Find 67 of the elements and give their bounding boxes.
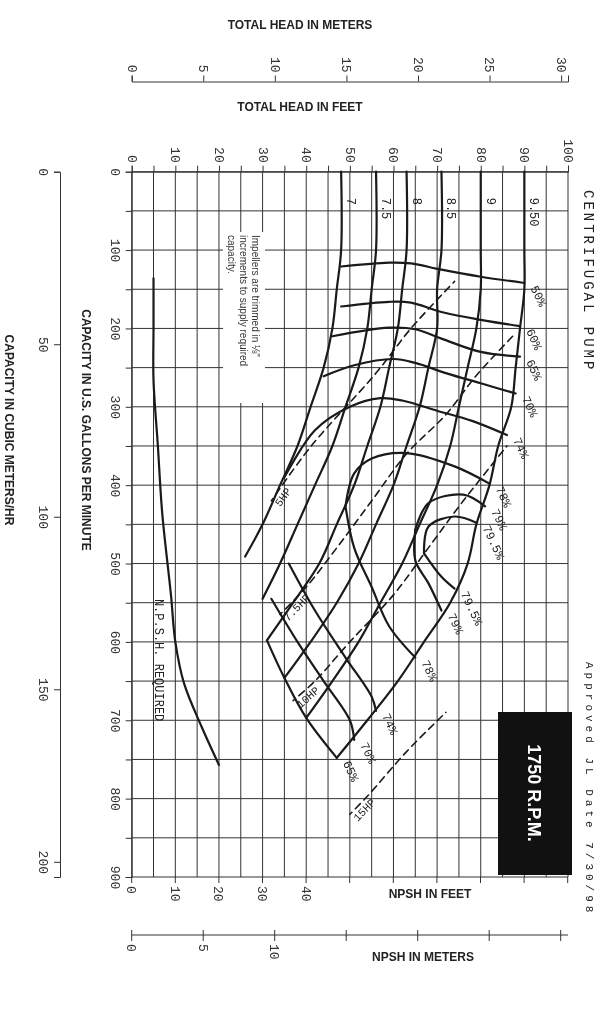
text: 10 xyxy=(266,944,282,960)
text: 40 xyxy=(297,886,313,902)
text: 1750 R.P.M. xyxy=(524,744,544,842)
x-tick-label: 80 xyxy=(472,147,488,163)
text: 79% xyxy=(443,611,466,638)
x2-axis-title: TOTAL HEAD IN METERS xyxy=(227,18,373,33)
x-tick-label: 90 xyxy=(516,147,532,163)
y-tick-label: 200 xyxy=(107,317,123,341)
text: 7 xyxy=(343,197,358,205)
text: 9.50 xyxy=(526,197,541,227)
x-tick-label: 0 xyxy=(123,154,139,163)
text: 70% xyxy=(518,394,541,421)
x-axis-title: TOTAL HEAD IN FEET xyxy=(237,100,364,115)
x-tick-label: 70 xyxy=(429,147,445,163)
x-tick-label: 20 xyxy=(210,147,226,163)
y-tick-label: 900 xyxy=(107,865,123,890)
text: 50% xyxy=(526,283,549,310)
y-tick-label: 600 xyxy=(107,630,123,655)
y2-tick-label: 50 xyxy=(35,336,51,353)
text: Approved JL Date 7/30/98 xyxy=(583,662,595,917)
x-tick-label: 50 xyxy=(341,147,357,163)
x2-tick-label: 30 xyxy=(553,56,569,73)
x2-tick-label: 25 xyxy=(481,56,497,73)
y-tick-label: 700 xyxy=(107,709,123,733)
text: 78% xyxy=(417,658,440,685)
text: 5HP xyxy=(272,485,295,510)
text: 8.5 xyxy=(443,197,458,220)
text: NPSH IN METERS xyxy=(371,950,475,965)
x2-tick-label: 10 xyxy=(266,56,282,73)
annotation: Impellers are trimmed in ⅛" increments to supply required capacity. xyxy=(226,235,261,367)
y2-tick-label: 100 xyxy=(35,505,51,529)
text: 65% xyxy=(522,357,545,384)
x-tick-label: 100 xyxy=(559,139,575,163)
y2-tick-label: 0 xyxy=(35,168,51,177)
text: 30 xyxy=(253,886,269,902)
text: N.P.S.H. REQUIRED xyxy=(150,598,165,722)
text: 20 xyxy=(210,886,226,902)
x-tick-label: 60 xyxy=(385,147,401,163)
x2-tick-label: 5 xyxy=(195,64,211,73)
text: 7.5 xyxy=(378,197,393,220)
text: 5 xyxy=(194,944,210,952)
text: NPSH IN FEET xyxy=(388,887,472,902)
text: CENTRIFUGAL PUMP xyxy=(580,190,596,373)
text: 10 xyxy=(166,886,182,902)
y-axis-title: CAPACITY IN U.S. GALLONS PER MINUTE xyxy=(78,309,93,551)
y2-axis-title: CAPACITY IN CUBIC METERS/HR xyxy=(1,334,16,526)
x2-tick-label: 20 xyxy=(409,56,425,73)
y-tick-label: 300 xyxy=(107,395,123,419)
x2-tick-label: 15 xyxy=(338,56,354,73)
text: 8 xyxy=(408,197,423,205)
x2-tick-label: 0 xyxy=(123,64,139,73)
text: 0 xyxy=(123,886,139,894)
y-tick-label: 500 xyxy=(107,552,123,576)
y-tick-label: 100 xyxy=(107,238,123,263)
text: 0 xyxy=(123,944,139,952)
y-tick-label: 400 xyxy=(107,473,123,498)
x-tick-label: 40 xyxy=(298,147,314,163)
y-tick-label: 0 xyxy=(107,168,123,177)
text: 74% xyxy=(378,711,401,738)
text: 74% xyxy=(509,435,532,463)
x-tick-label: 10 xyxy=(167,147,183,163)
x-tick-label: 30 xyxy=(254,147,270,163)
y2-tick-label: 200 xyxy=(35,850,51,875)
text: 60% xyxy=(522,326,545,354)
text: 9 xyxy=(482,197,497,205)
y2-tick-label: 150 xyxy=(35,678,51,702)
y-tick-label: 800 xyxy=(107,787,123,811)
